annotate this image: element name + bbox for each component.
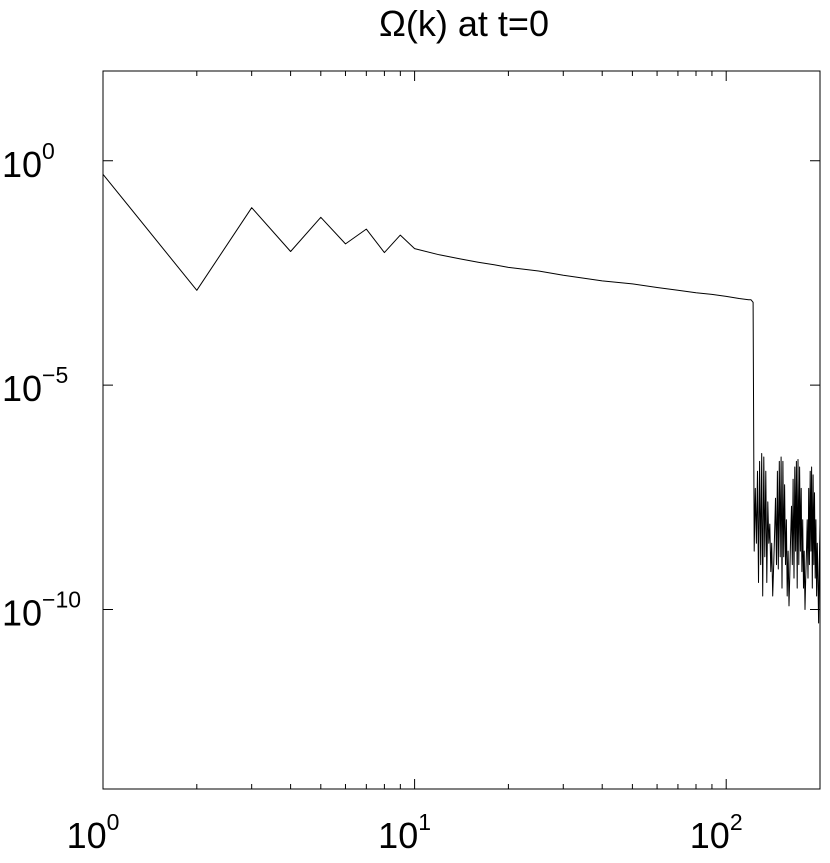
x-tick-label: 100 bbox=[67, 809, 120, 856]
y-tick-label: 10−5 bbox=[2, 362, 68, 409]
x-tick-label: 101 bbox=[378, 809, 431, 856]
x-tick-exponent: 1 bbox=[418, 809, 431, 835]
y-tick-exponent: 0 bbox=[42, 138, 55, 164]
y-tick-exponent: −5 bbox=[42, 362, 68, 388]
series-line-0 bbox=[102, 173, 821, 624]
x-tick-exponent: 2 bbox=[730, 809, 743, 835]
chart-title: Ω(k) at t=0 bbox=[379, 3, 549, 44]
y-tick-label: 10−10 bbox=[2, 587, 81, 634]
y-tick-label: 100 bbox=[2, 138, 55, 185]
y-tick-exponent: −10 bbox=[42, 587, 81, 613]
x-tick-label: 102 bbox=[690, 809, 743, 856]
x-tick-exponent: 0 bbox=[107, 809, 120, 835]
plot-frame bbox=[102, 70, 821, 790]
